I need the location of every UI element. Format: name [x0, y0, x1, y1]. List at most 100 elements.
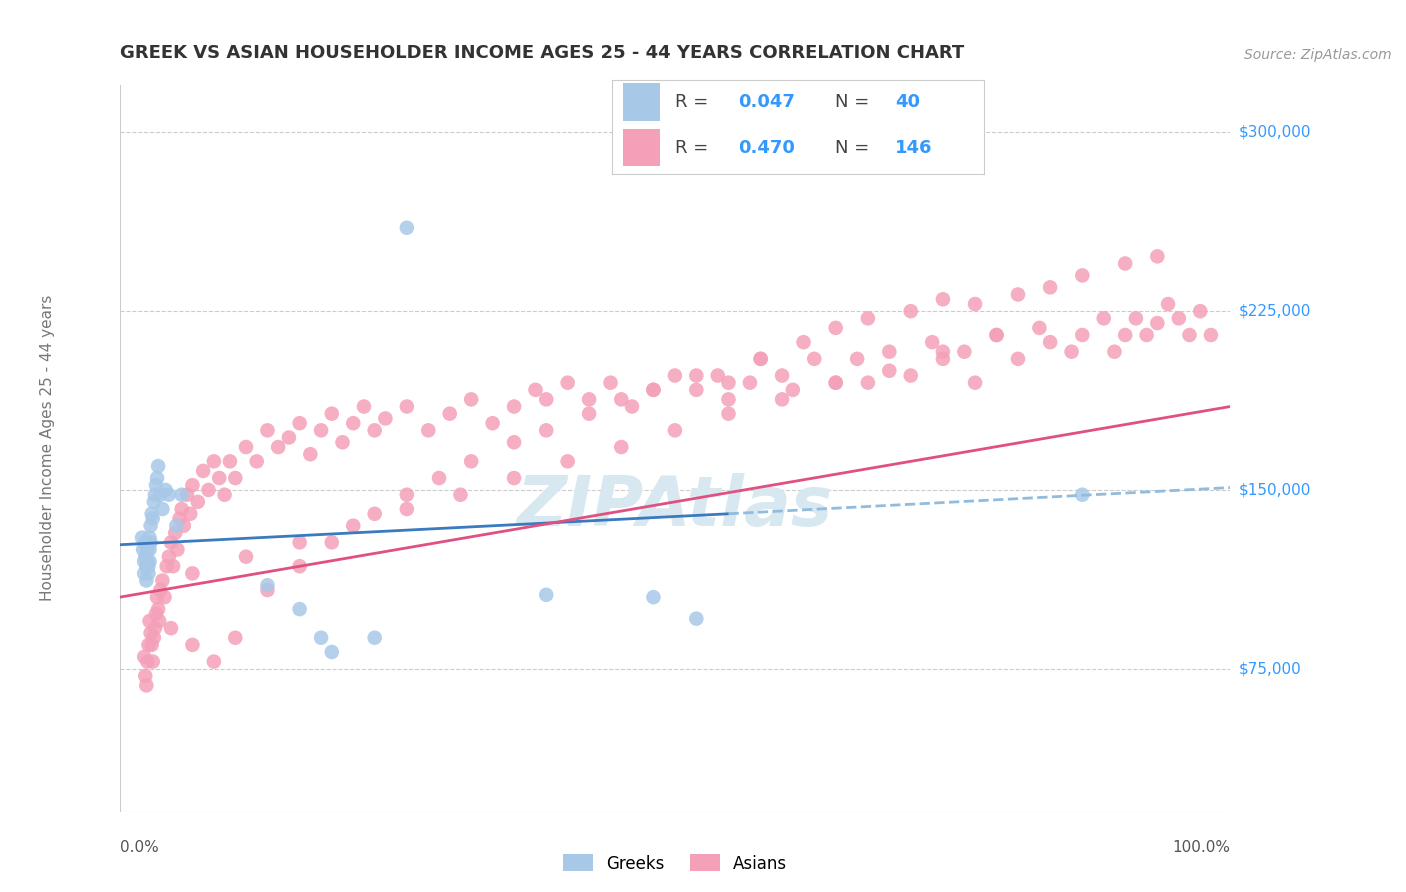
- Point: [643, 383, 665, 397]
- Point: [856, 376, 879, 390]
- Point: [395, 400, 418, 414]
- Text: Source: ZipAtlas.com: Source: ZipAtlas.com: [1244, 48, 1392, 62]
- Point: [534, 423, 557, 437]
- Text: $225,000: $225,000: [1239, 303, 1312, 318]
- Point: [953, 344, 976, 359]
- Point: [439, 407, 461, 421]
- Point: [1167, 311, 1189, 326]
- Point: [160, 621, 183, 635]
- Point: [664, 423, 686, 437]
- Point: [267, 440, 290, 454]
- Point: [181, 638, 204, 652]
- Point: [152, 502, 174, 516]
- Point: [1146, 316, 1168, 330]
- Point: [288, 602, 311, 616]
- Point: [309, 631, 332, 645]
- Point: [134, 535, 156, 549]
- Point: [1178, 328, 1201, 343]
- Point: [134, 669, 156, 683]
- Point: [134, 649, 156, 664]
- Point: [620, 400, 643, 414]
- Text: N =: N =: [835, 139, 875, 157]
- Point: [460, 454, 482, 468]
- Point: [191, 464, 214, 478]
- Point: [131, 531, 153, 545]
- Point: [142, 495, 165, 509]
- Point: [599, 376, 621, 390]
- Point: [900, 304, 922, 318]
- Point: [1007, 287, 1029, 301]
- Point: [142, 655, 165, 669]
- Point: [932, 292, 955, 306]
- Point: [135, 574, 157, 588]
- Bar: [623, 83, 659, 120]
- Text: R =: R =: [675, 139, 714, 157]
- Point: [219, 454, 242, 468]
- Text: 0.047: 0.047: [738, 93, 796, 111]
- Point: [224, 631, 246, 645]
- Point: [1114, 256, 1136, 270]
- Point: [143, 621, 166, 635]
- Point: [1199, 328, 1222, 343]
- Point: [197, 483, 219, 497]
- Point: [152, 574, 174, 588]
- Point: [395, 220, 418, 235]
- Point: [176, 488, 198, 502]
- Point: [578, 407, 600, 421]
- Point: [138, 638, 160, 652]
- Point: [374, 411, 396, 425]
- Point: [202, 655, 225, 669]
- Point: [1039, 280, 1062, 294]
- Point: [879, 344, 901, 359]
- Text: 0.470: 0.470: [738, 139, 796, 157]
- Point: [685, 612, 707, 626]
- Point: [165, 525, 187, 540]
- Legend: Greeks, Asians: Greeks, Asians: [557, 847, 793, 880]
- Point: [277, 430, 299, 444]
- Point: [879, 364, 901, 378]
- Point: [1071, 328, 1094, 343]
- Point: [1146, 249, 1168, 263]
- Point: [449, 488, 471, 502]
- Point: [136, 542, 159, 557]
- Point: [503, 435, 526, 450]
- Point: [460, 392, 482, 407]
- Point: [1189, 304, 1212, 318]
- Point: [643, 591, 665, 605]
- Point: [136, 655, 159, 669]
- Point: [138, 559, 160, 574]
- Point: [342, 518, 364, 533]
- Point: [749, 351, 772, 366]
- Point: [534, 392, 557, 407]
- Point: [146, 591, 169, 605]
- Text: 100.0%: 100.0%: [1173, 840, 1230, 855]
- Point: [770, 368, 793, 383]
- Point: [309, 423, 332, 437]
- Point: [202, 454, 225, 468]
- Point: [749, 351, 772, 366]
- Point: [142, 631, 165, 645]
- Point: [332, 435, 354, 450]
- Point: [803, 351, 825, 366]
- Text: 40: 40: [894, 93, 920, 111]
- Text: $150,000: $150,000: [1239, 483, 1312, 498]
- Point: [986, 328, 1008, 343]
- Point: [921, 335, 943, 350]
- Point: [165, 518, 187, 533]
- Point: [395, 502, 418, 516]
- Point: [427, 471, 450, 485]
- Point: [160, 535, 183, 549]
- Point: [610, 392, 633, 407]
- Point: [932, 351, 955, 366]
- Point: [793, 335, 815, 350]
- Point: [146, 459, 169, 474]
- Point: [824, 376, 846, 390]
- Point: [170, 502, 193, 516]
- Point: [418, 423, 440, 437]
- Point: [782, 383, 804, 397]
- Point: [299, 447, 322, 461]
- Point: [342, 416, 364, 430]
- Point: [162, 559, 184, 574]
- Point: [481, 416, 503, 430]
- Point: [643, 383, 665, 397]
